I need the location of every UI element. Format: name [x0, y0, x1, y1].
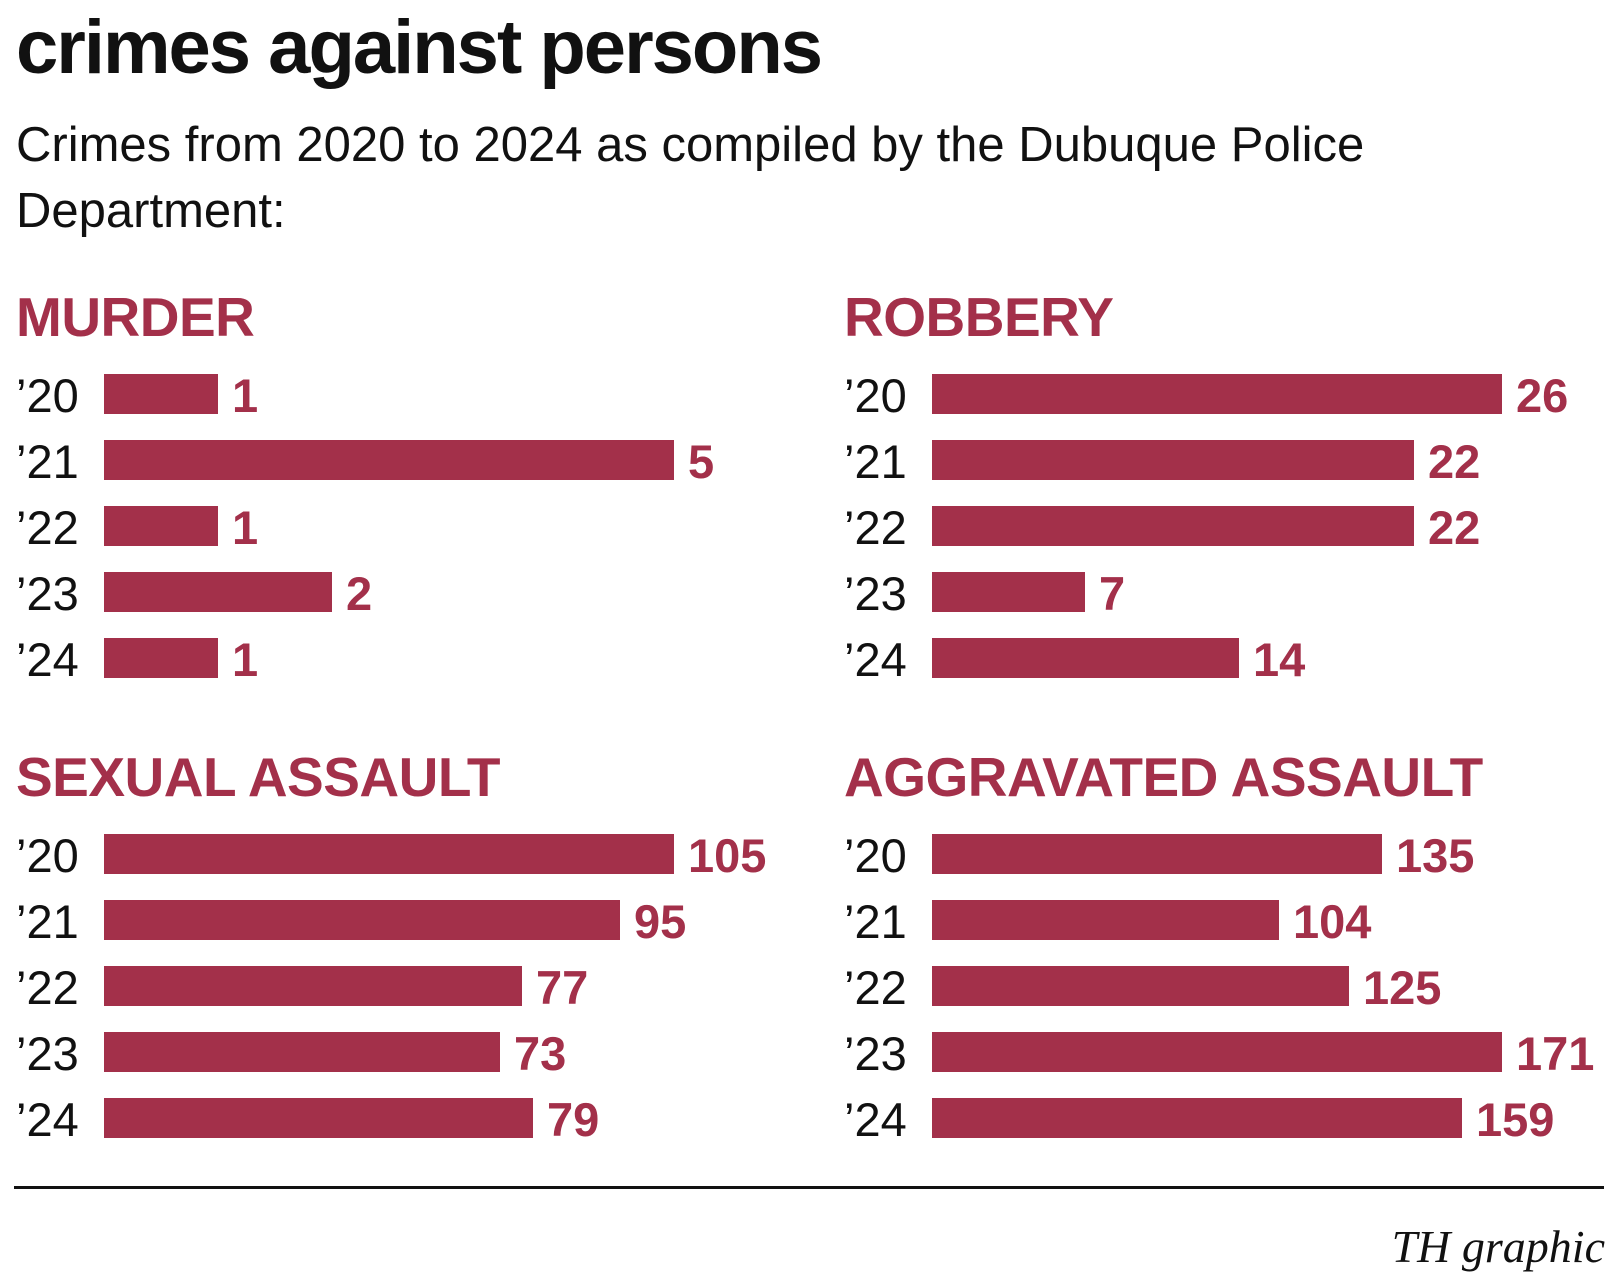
bar-value-label: 135	[1396, 829, 1475, 882]
year-tick-label: ’22	[16, 961, 79, 1014]
bar-row: ’24 79	[16, 1093, 816, 1146]
bar	[104, 900, 620, 940]
footer-divider	[14, 1186, 1604, 1189]
bar-value-label: 159	[1476, 1093, 1555, 1146]
year-tick-label: ’20	[844, 829, 907, 882]
year-tick-label: ’24	[844, 633, 907, 686]
bar	[932, 900, 1279, 940]
year-tick-label: ’24	[16, 633, 79, 686]
bar-row: ’23 171	[844, 1027, 1615, 1080]
bar-value-label: 7	[1099, 567, 1126, 620]
year-tick-label: ’22	[16, 501, 79, 554]
bar-value-label: 22	[1428, 501, 1481, 554]
bar-value-label: 26	[1516, 369, 1569, 422]
bar	[104, 638, 218, 678]
panel-title: ROBBERY	[844, 286, 1114, 348]
panel-title: SEXUAL ASSAULT	[16, 746, 500, 808]
year-tick-label: ’21	[16, 435, 79, 488]
bar-row: ’22 22	[844, 501, 1615, 554]
bar-value-label: 1	[232, 501, 259, 554]
bar	[932, 966, 1349, 1006]
year-tick-label: ’23	[16, 1027, 79, 1080]
panel-title: AGGRAVATED ASSAULT	[844, 746, 1483, 808]
bar-row: ’21 5	[16, 435, 816, 488]
year-tick-label: ’21	[844, 435, 907, 488]
year-tick-label: ’20	[16, 829, 79, 882]
bar-row: ’23 73	[16, 1027, 816, 1080]
bar	[104, 440, 674, 480]
bar	[104, 834, 674, 874]
bar-value-label: 125	[1363, 961, 1442, 1014]
chart-subtitle: Crimes from 2020 to 2024 as compiled by …	[16, 118, 1365, 238]
bar	[932, 1032, 1502, 1072]
bar	[932, 638, 1239, 678]
bar-value-label: 2	[346, 567, 373, 620]
bar-row: ’22 1	[16, 501, 816, 554]
bar-row: ’24 14	[844, 633, 1615, 686]
chart-title: crimes against persons	[16, 5, 823, 90]
panel-title: MURDER	[16, 286, 255, 348]
bar	[104, 374, 218, 414]
year-tick-label: ’21	[16, 895, 79, 948]
year-tick-label: ’23	[16, 567, 79, 620]
bar-value-label: 104	[1293, 895, 1372, 948]
bar	[932, 440, 1414, 480]
bar-row: ’20 105	[16, 829, 816, 882]
bar	[104, 506, 218, 546]
year-tick-label: ’20	[844, 369, 907, 422]
year-tick-label: ’24	[16, 1093, 79, 1146]
bar-row: ’23 7	[844, 567, 1615, 620]
year-tick-label: ’22	[844, 501, 907, 554]
bar-row: ’20 1	[16, 369, 816, 422]
bar-row: ’20 26	[844, 369, 1615, 422]
year-tick-label: ’22	[844, 961, 907, 1014]
year-tick-label: ’23	[844, 567, 907, 620]
bar	[932, 374, 1502, 414]
bar	[932, 572, 1085, 612]
bar	[932, 1098, 1462, 1138]
year-tick-label: ’21	[844, 895, 907, 948]
bar-value-label: 105	[688, 829, 767, 882]
year-tick-label: ’23	[844, 1027, 907, 1080]
credit-line: TH graphic	[1391, 1221, 1605, 1272]
year-tick-label: ’24	[844, 1093, 907, 1146]
bar-value-label: 171	[1516, 1027, 1595, 1080]
bar-row: ’24 1	[16, 633, 816, 686]
bar-value-label: 73	[514, 1027, 567, 1080]
bar-value-label: 22	[1428, 435, 1481, 488]
bar-row: ’21 95	[16, 895, 816, 948]
bar	[104, 1098, 533, 1138]
bar-value-label: 77	[536, 961, 589, 1014]
bar-row: ’21 22	[844, 435, 1615, 488]
bar	[104, 966, 522, 1006]
bar-value-label: 5	[688, 435, 715, 488]
bar-value-label: 79	[547, 1093, 600, 1146]
bar	[104, 572, 332, 612]
bar-row: ’22 125	[844, 961, 1615, 1014]
bar-row: ’20 135	[844, 829, 1615, 882]
bar	[932, 834, 1382, 874]
bar-value-label: 1	[232, 633, 259, 686]
bar-value-label: 95	[634, 895, 687, 948]
bar-row: ’24 159	[844, 1093, 1615, 1146]
bar-row: ’23 2	[16, 567, 816, 620]
year-tick-label: ’20	[16, 369, 79, 422]
bar	[104, 1032, 500, 1072]
bar-value-label: 14	[1253, 633, 1306, 686]
bar	[932, 506, 1414, 546]
bar-row: ’22 77	[16, 961, 816, 1014]
bar-row: ’21 104	[844, 895, 1615, 948]
bar-value-label: 1	[232, 369, 259, 422]
